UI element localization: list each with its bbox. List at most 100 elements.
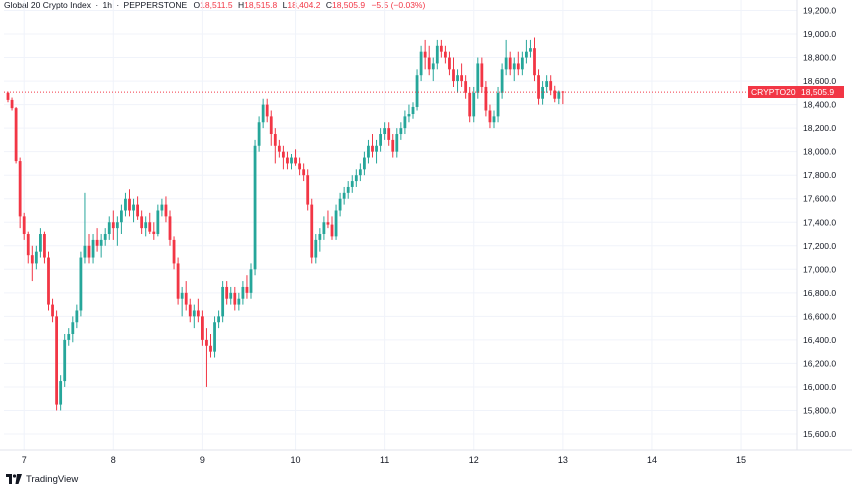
interval-label[interactable]: 1h [102,0,112,10]
candle-body [51,304,54,317]
candle-body [444,51,447,58]
candle-body [196,310,200,317]
candlestick-series [6,37,565,411]
candle [180,286,184,317]
candle-body [342,192,346,199]
candle-body [448,57,451,70]
x-tick-label: 8 [111,455,116,465]
candle-body [148,222,152,232]
candle-body [132,204,135,211]
candle-body [160,204,164,211]
candle-body [47,257,50,305]
close-label: C [325,0,332,10]
candle-body [290,157,293,164]
candle [111,210,115,240]
candle [533,37,536,82]
y-tick-label: 17,800.0 [803,170,836,180]
open-value: 18,511.5 [200,0,233,10]
candle-body [318,234,322,240]
candle-body [213,322,216,352]
candle-body [354,175,358,182]
candle [39,228,42,258]
x-tick-label: 9 [200,455,205,465]
candle-body [379,134,382,146]
candle [205,328,208,387]
candle [201,310,204,346]
candle-body [537,75,540,99]
candle-body [124,198,127,211]
y-tick-label: 15,800.0 [803,405,836,415]
candle [128,189,131,217]
candle-body [302,169,306,176]
candle [168,210,172,246]
candle [561,90,565,105]
candle [375,139,378,164]
y-tick-label: 17,000.0 [803,264,836,274]
candle [253,139,257,276]
candle [537,69,540,105]
candle [464,75,468,99]
candle [407,104,411,123]
candle [496,86,500,123]
candle-body [269,116,273,135]
candle [213,316,216,358]
candle [14,106,18,164]
footer-branding[interactable]: TradingView [6,473,78,485]
candle-body [500,69,504,93]
candle [488,104,492,129]
candle-body [201,316,204,340]
candle-body [407,114,411,117]
candle [415,69,419,111]
candle-body [34,251,38,264]
candle-body [59,381,63,405]
exchange-label: PEPPERSTONE [123,0,188,10]
candle-body [484,86,488,111]
candle [371,134,374,158]
candle-body [164,204,168,217]
candle-body [18,161,22,217]
candle [273,128,277,164]
candle [221,281,225,323]
candle-body [480,63,484,87]
candle [367,139,370,164]
candle [553,85,557,103]
candle [233,286,237,311]
candle-body [452,69,455,82]
candle-body [63,339,67,382]
candle-body [180,292,184,299]
candle-body [205,339,208,346]
grid-lines [4,0,797,450]
candle [107,216,111,240]
candle [282,145,285,170]
candle-body [306,175,310,205]
candle-body [427,57,431,70]
price-axis: 15,600.0 15,800.0 16,000.0 16,200.0 16,400.0… [796,0,836,450]
candle [277,139,281,158]
symbol-name[interactable]: Global 20 Crypto Index [4,0,91,10]
chart-legend-header: Global 20 Crypto Index · 1h · PEPPERSTON… [4,0,426,10]
candle-body [249,269,253,293]
candle [322,216,326,240]
y-tick-label: 16,200.0 [803,358,836,368]
candle-body [184,292,188,305]
candle [379,128,382,152]
candle [444,45,447,64]
candle-body [107,222,111,235]
candle-body [75,310,79,323]
candle-body [468,92,472,117]
candle-body [71,322,75,335]
candle-body [79,257,83,311]
candle-body [156,210,160,235]
candle-body [277,145,281,152]
candle-body [144,222,148,229]
candle [476,57,480,99]
candle [229,286,233,305]
candle-body [87,245,91,258]
candle [516,51,520,76]
candle-body [111,222,115,229]
candle-body [192,310,196,317]
candle-body [411,106,415,115]
candle [30,245,34,282]
candle-body [476,63,480,93]
